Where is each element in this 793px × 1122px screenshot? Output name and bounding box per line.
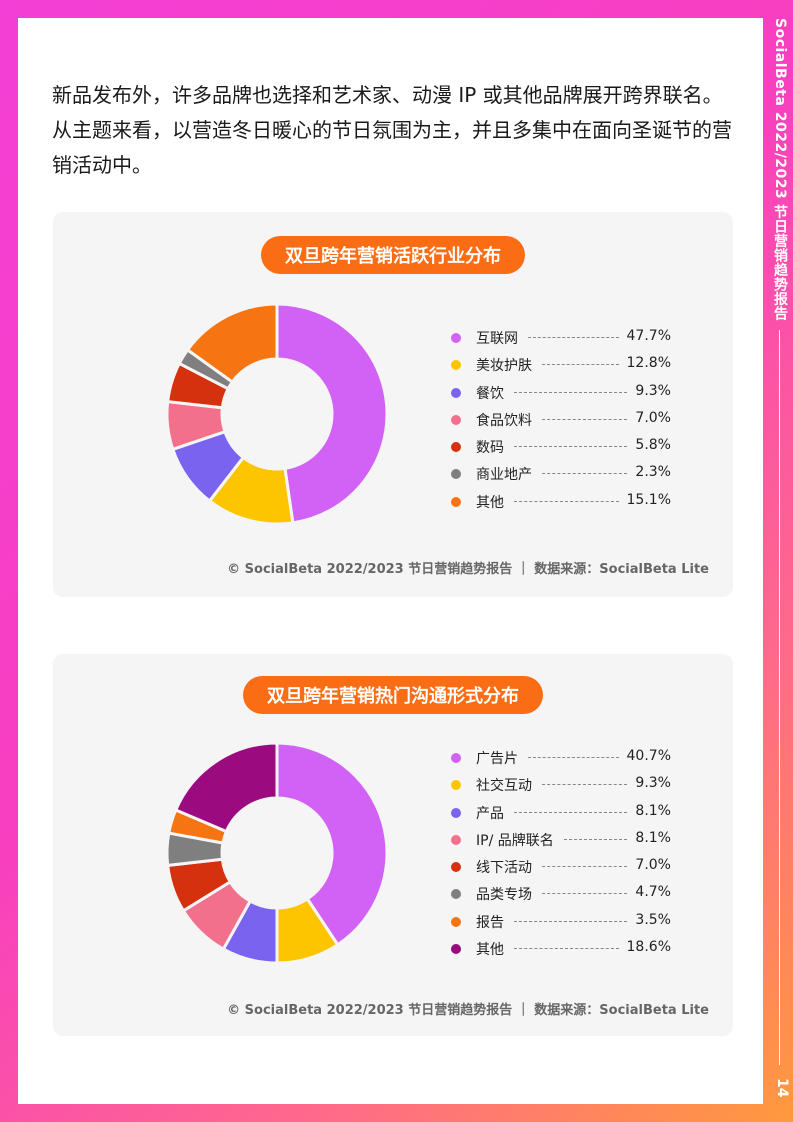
- legend-leader-line: [528, 757, 619, 758]
- legend-item: 其他 15.1%: [451, 492, 671, 519]
- legend-label: 其他: [476, 942, 504, 959]
- legend-label: 美妆护肤: [476, 358, 532, 375]
- legend-leader-line: [542, 893, 628, 895]
- donut-chart: [165, 302, 389, 526]
- legend-leader-line: [563, 838, 628, 840]
- legend-leader-line: [542, 866, 628, 868]
- legend-swatch: [451, 469, 461, 480]
- legend-swatch: [451, 753, 461, 763]
- legend-item: 报告 3.5%: [451, 912, 671, 939]
- donut-slice: [275, 302, 389, 525]
- legend-label: 互联网: [476, 331, 518, 347]
- format-chart-card: 双旦跨年营销热门沟通形式分布 广告片 40.7% 社交互动 9.3% 产品 8.1% IP/…: [53, 654, 733, 1036]
- legend-label: 社交互动: [476, 778, 532, 795]
- donut-slice: [275, 741, 389, 947]
- legend-value: 4.7%: [635, 884, 671, 901]
- legend-value: 5.8%: [635, 437, 671, 454]
- legend-leader-line: [528, 337, 619, 338]
- legend-swatch: [451, 944, 461, 955]
- chart-title: 双旦跨年营销热门沟通形式分布: [243, 676, 543, 714]
- legend-value: 2.3%: [635, 464, 671, 481]
- legend-value: 7.0%: [635, 857, 671, 874]
- legend-item: 线下活动 7.0%: [451, 857, 671, 884]
- legend-item: IP/ 品牌联名 8.1%: [451, 830, 671, 857]
- legend-value: 8.1%: [635, 829, 671, 846]
- chart-legend: 互联网 47.7% 美妆护肤 12.8% 餐饮 9.3% 食品饮料 7.0% 数码 5.8% 商业地…: [451, 328, 671, 519]
- legend-leader-line: [542, 418, 628, 420]
- legend-value: 9.3%: [635, 382, 671, 399]
- legend-value: 40.7%: [626, 748, 671, 764]
- legend-swatch: [451, 916, 461, 927]
- legend-swatch: [451, 496, 461, 507]
- legend-label: 线下活动: [476, 860, 532, 877]
- legend-value: 12.8%: [626, 355, 671, 372]
- legend-value: 9.3%: [635, 775, 671, 792]
- legend-item: 商业地产 2.3%: [451, 464, 671, 491]
- legend-item: 美妆护肤 12.8%: [451, 355, 671, 382]
- legend-item: 社交互动 9.3%: [451, 775, 671, 802]
- legend-leader-line: [542, 364, 619, 366]
- legend-item: 食品饮料 7.0%: [451, 410, 671, 437]
- legend-value: 3.5%: [635, 911, 671, 928]
- donut-slice: [185, 302, 279, 385]
- legend-value: 18.6%: [626, 939, 671, 956]
- legend-item: 品类专场 4.7%: [451, 884, 671, 911]
- side-divider: [779, 330, 780, 1065]
- legend-swatch: [451, 442, 461, 453]
- legend-leader-line: [514, 948, 619, 950]
- legend-item: 餐饮 9.3%: [451, 383, 671, 410]
- donut-slice: [173, 741, 279, 834]
- legend-label: 广告片: [476, 751, 518, 767]
- intro-paragraph: 新品发布外，许多品牌也选择和艺术家、动漫 IP 或其他品牌展开跨界联名。从主题来…: [52, 83, 732, 177]
- legend-label: 商业地产: [476, 467, 532, 484]
- legend-label: 报告: [476, 914, 504, 931]
- legend-leader-line: [514, 500, 619, 502]
- legend-leader-line: [542, 784, 628, 786]
- legend-swatch: [451, 414, 461, 425]
- legend-item: 数码 5.8%: [451, 437, 671, 464]
- legend-swatch: [451, 807, 461, 818]
- legend-swatch: [451, 862, 461, 873]
- legend-swatch: [451, 333, 461, 343]
- legend-leader-line: [542, 473, 628, 475]
- legend-value: 47.7%: [626, 328, 671, 344]
- legend-swatch: [451, 780, 461, 791]
- legend-label: 数码: [476, 440, 504, 457]
- legend-label: 其他: [476, 494, 504, 511]
- legend-swatch: [451, 834, 461, 845]
- legend-item: 互联网 47.7%: [451, 328, 671, 355]
- legend-value: 8.1%: [635, 802, 671, 819]
- chart-legend: 广告片 40.7% 社交互动 9.3% 产品 8.1% IP/ 品牌联名 8.1% 线下活动 7.…: [451, 748, 671, 966]
- legend-label: 品类专场: [476, 887, 532, 904]
- industry-chart-card: 双旦跨年营销活跃行业分布 互联网 47.7% 美妆护肤 12.8% 餐饮 9.3% 食品饮料…: [53, 212, 733, 597]
- legend-leader-line: [514, 811, 628, 813]
- legend-swatch: [451, 360, 461, 371]
- chart-footer: © SocialBeta 2022/2023 节日营销趋势报告 ｜ 数据来源：S…: [227, 1003, 709, 1018]
- chart-title: 双旦跨年营销活跃行业分布: [261, 236, 525, 274]
- legend-value: 15.1%: [626, 491, 671, 508]
- chart-footer: © SocialBeta 2022/2023 节日营销趋势报告 ｜ 数据来源：S…: [227, 562, 709, 577]
- legend-item: 产品 8.1%: [451, 803, 671, 830]
- legend-leader-line: [514, 391, 628, 393]
- legend-label: 餐饮: [476, 385, 504, 402]
- legend-label: IP/ 品牌联名: [476, 832, 554, 849]
- legend-swatch: [451, 889, 461, 900]
- legend-label: 产品: [476, 805, 504, 822]
- page-number: 14: [774, 1078, 790, 1098]
- donut-chart: [165, 741, 389, 965]
- legend-leader-line: [514, 920, 628, 922]
- legend-value: 7.0%: [635, 409, 671, 426]
- legend-swatch: [451, 387, 461, 398]
- legend-item: 其他 18.6%: [451, 939, 671, 966]
- legend-leader-line: [514, 446, 628, 448]
- legend-item: 广告片 40.7%: [451, 748, 671, 775]
- legend-label: 食品饮料: [476, 412, 532, 429]
- side-report-title: SocialBeta 2022/2023 节日营销趋势报告: [772, 18, 788, 321]
